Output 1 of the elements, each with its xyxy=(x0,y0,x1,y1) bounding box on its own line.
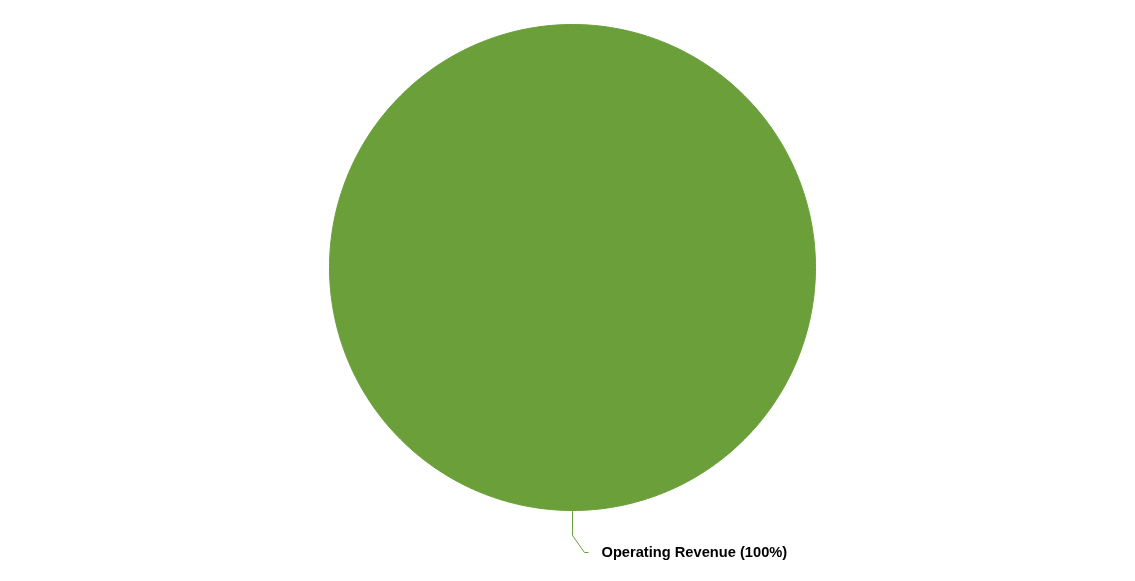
slice-label: Operating Revenue (100%) xyxy=(601,543,788,560)
